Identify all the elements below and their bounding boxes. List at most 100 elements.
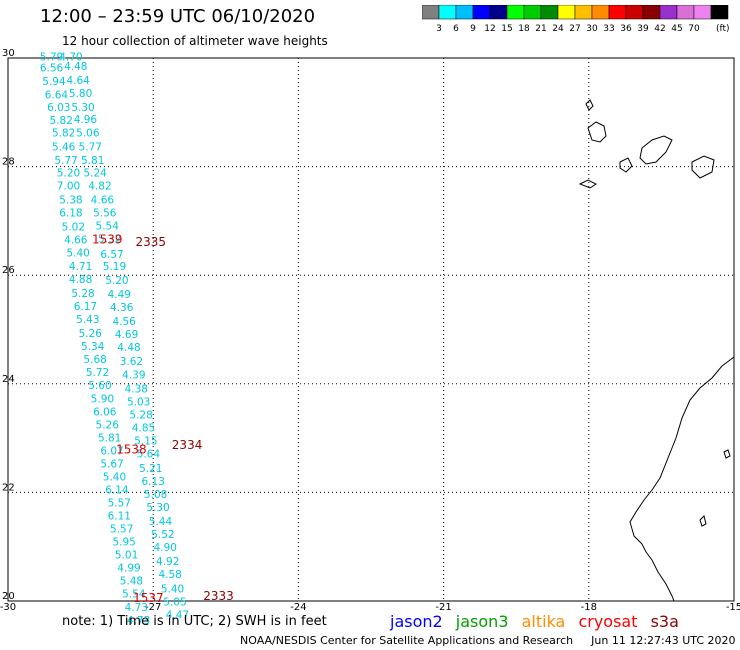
pass-time-label: 2334 xyxy=(172,438,203,452)
wave-height-label: 4.96 xyxy=(74,114,98,126)
x-tick-label: -24 xyxy=(290,602,306,613)
island-outline xyxy=(639,135,673,165)
wave-height-label: 6.56 xyxy=(40,63,64,75)
wave-height-label: 5.95 xyxy=(112,537,135,549)
wave-height-label: 6.17 xyxy=(74,301,97,313)
wave-height-label: 5.05 xyxy=(163,596,186,608)
wave-height-label: 5.40 xyxy=(103,471,126,483)
wave-height-label: 6.06 xyxy=(93,406,117,418)
wave-height-label: 5.82 xyxy=(52,128,75,140)
wave-height-label: 4.58 xyxy=(158,569,181,581)
wave-height-label: 4.71 xyxy=(69,261,92,273)
wave-height-label: 5.30 xyxy=(71,102,94,114)
wave-height-label: 4.92 xyxy=(156,556,179,568)
wave-height-label: 5.57 xyxy=(108,498,131,510)
wave-height-label: 4.85 xyxy=(132,423,155,435)
wave-height-label: 6.18 xyxy=(59,208,82,220)
pass-time-label: 1537 xyxy=(133,591,164,605)
wave-height-label: 5.72 xyxy=(86,367,109,379)
wave-height-label: 5.20 xyxy=(57,167,80,179)
x-tick-label: -15 xyxy=(726,602,740,613)
x-tick-label: -30 xyxy=(0,602,16,613)
page-title: 12:00 – 23:59 UTC 06/10/2020 xyxy=(40,6,316,27)
scale-label: 9 xyxy=(470,24,476,34)
scale-label: 12 xyxy=(484,24,495,34)
pass-time-label: 2335 xyxy=(136,235,167,249)
wave-height-label: 4.48 xyxy=(117,342,140,354)
credit-text: NOAA/NESDIS Center for Satellite Applica… xyxy=(240,634,574,647)
wave-height-label: 5.28 xyxy=(71,288,94,300)
wave-height-label: 4.82 xyxy=(88,180,111,192)
wave-height-label: 5.24 xyxy=(83,167,107,179)
wave-height-label: 5.60 xyxy=(88,380,111,392)
island-outline xyxy=(578,179,597,189)
wave-height-label: 6.07 xyxy=(100,445,123,457)
wave-height-label: 4.38 xyxy=(125,383,148,395)
credit-footer: NOAA/NESDIS Center for Satellite Applica… xyxy=(240,634,736,647)
wave-height-label: 4.56 xyxy=(112,316,136,328)
wave-height-label: 4.39 xyxy=(122,369,145,381)
wave-height-label: 6.57 xyxy=(100,249,123,261)
wave-height-label: 4.48 xyxy=(64,61,87,73)
map-frame xyxy=(7,57,735,602)
wave-height-label: 4.70 xyxy=(59,52,82,64)
wave-height-label: 5.40 xyxy=(161,583,184,595)
wave-height-label: 5.54 xyxy=(122,589,146,601)
wave-height-label: 5.77 xyxy=(79,141,102,153)
pass-time-label: 2333 xyxy=(203,589,234,603)
scale-label: 24 xyxy=(552,24,564,34)
legend-item-s3a: s3a xyxy=(650,612,679,631)
y-tick-label: 26 xyxy=(2,265,15,276)
wave-height-label: 3.62 xyxy=(120,356,143,368)
y-tick-label: 30 xyxy=(2,48,15,59)
scale-label: 3 xyxy=(436,24,442,34)
island-outline xyxy=(699,515,707,527)
wave-height-label: 4.66 xyxy=(64,235,88,247)
legend-item-altika: altika xyxy=(521,612,566,631)
wave-height-label: 5.06 xyxy=(76,128,100,140)
wave-height-label: 5.82 xyxy=(50,115,73,127)
y-tick-label: 20 xyxy=(2,591,15,602)
x-tick-label: -27 xyxy=(145,602,161,613)
coastline xyxy=(629,356,735,602)
wave-height-label: 4.73 xyxy=(125,602,148,614)
wave-height-label: 4.66 xyxy=(91,195,115,207)
wave-height-label: 4.47 xyxy=(166,609,189,621)
wave-height-label: 5.94 xyxy=(42,76,66,88)
wave-height-label: 4.90 xyxy=(154,542,177,554)
pass-time-label: 1538 xyxy=(116,442,147,456)
wave-height-label: 6.64 xyxy=(45,90,69,102)
wave-height-label: 5.64 xyxy=(137,449,161,461)
satellite-legend: jason2 jason3 altika cryosat s3a xyxy=(390,612,687,631)
wave-height-label: 4.73 xyxy=(127,615,150,627)
scale-label: 15 xyxy=(501,24,512,34)
scale-label: 42 xyxy=(654,24,665,34)
wave-height-label: 7.00 xyxy=(57,180,80,192)
wave-height-label: 5.48 xyxy=(120,576,143,588)
scale-unit: (ft) xyxy=(716,24,730,34)
scale-label: 30 xyxy=(586,24,598,34)
island-outline xyxy=(691,155,715,179)
wave-height-label: 5.15 xyxy=(134,436,157,448)
wave-height-label: 5.40 xyxy=(66,248,89,260)
wave-height-label: 4.88 xyxy=(69,274,92,286)
wave-height-label: 4.36 xyxy=(110,302,134,314)
legend-item-jason2: jason2 xyxy=(390,612,443,631)
wave-height-label: 5.80 xyxy=(69,88,92,100)
wave-height-label: 5.77 xyxy=(54,155,77,167)
wave-height-label: 5.44 xyxy=(149,516,173,528)
wave-height-label: 5.26 xyxy=(79,328,103,340)
wave-height-label: 5.26 xyxy=(96,419,120,431)
wave-height-label: 5.56 xyxy=(93,208,117,220)
wave-height-label: 4.64 xyxy=(66,75,90,87)
y-tick-label: 22 xyxy=(2,482,15,493)
wave-height-label: 5.90 xyxy=(91,393,114,405)
wave-height-label: 5.30 xyxy=(146,502,169,514)
legend-item-jason3: jason3 xyxy=(455,612,509,631)
wave-height-label: 5.57 xyxy=(110,524,133,536)
wave-height-label: 4.69 xyxy=(115,329,138,341)
wave-height-label: 5.67 xyxy=(100,458,123,470)
scale-swatch xyxy=(710,5,729,20)
island-outline xyxy=(619,157,633,173)
